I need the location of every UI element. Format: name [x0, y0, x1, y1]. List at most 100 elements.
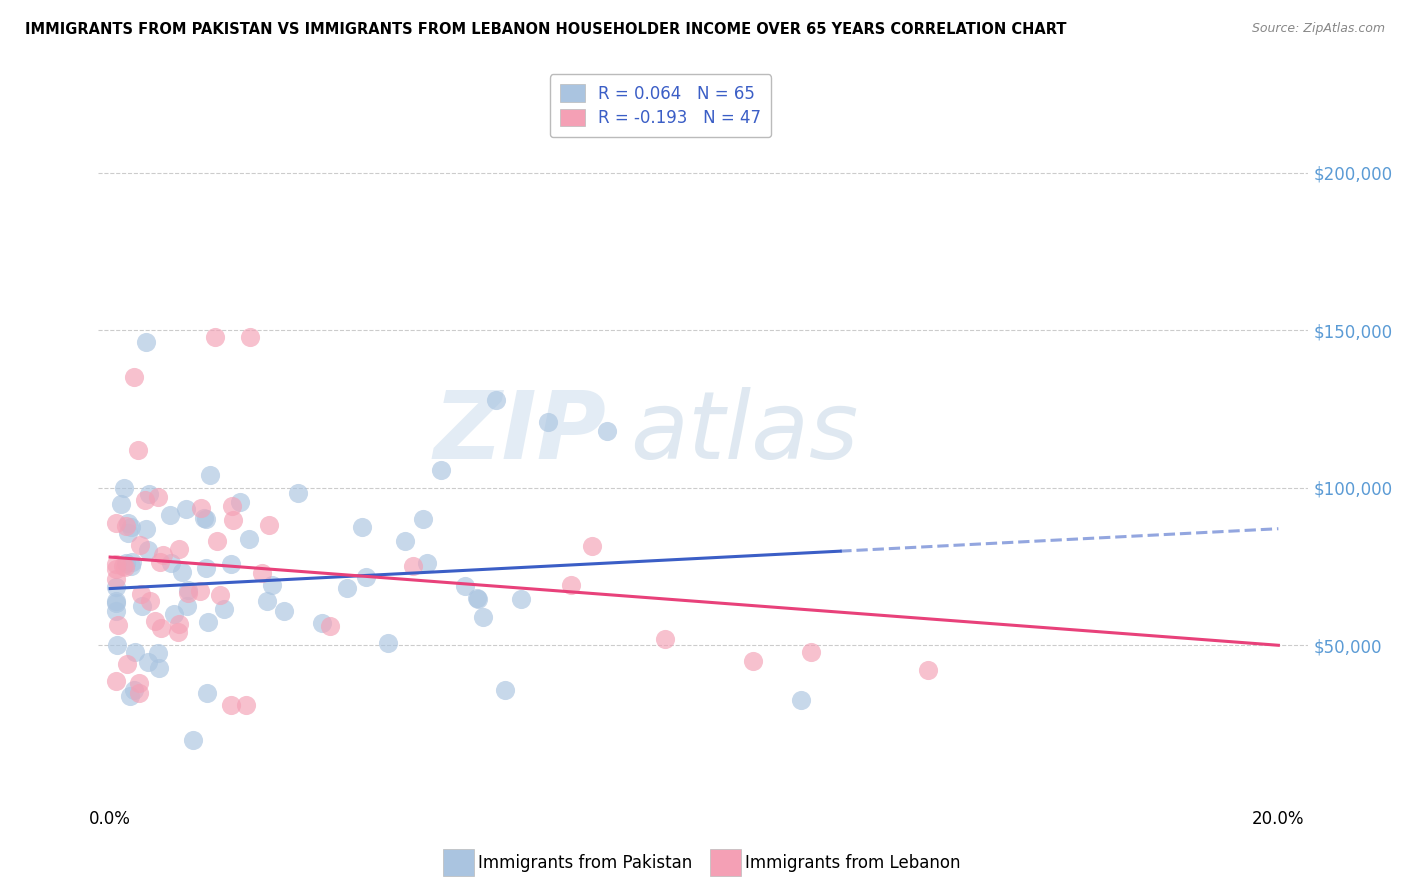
Point: [219, 698, 242, 712]
Point: [336, 582, 359, 596]
Point: [152, 549, 174, 563]
Point: [104, 604, 127, 618]
Point: [472, 610, 495, 624]
Point: [311, 615, 333, 630]
Point: [129, 587, 152, 601]
Point: [115, 657, 138, 671]
Point: [509, 591, 531, 606]
Text: IMMIGRANTS FROM PAKISTAN VS IMMIGRANTS FROM LEBANON HOUSEHOLDER INCOME OVER 65 Y: IMMIGRANTS FROM PAKISTAN VS IMMIGRANTS F…: [25, 22, 1067, 37]
Point: [221, 500, 243, 514]
Point: [148, 490, 170, 504]
Point: [136, 655, 159, 669]
Point: [188, 583, 211, 598]
Point: [257, 518, 280, 533]
Point: [239, 329, 262, 343]
Point: [167, 542, 190, 557]
Point: [120, 520, 142, 534]
Point: [110, 497, 132, 511]
Point: [228, 495, 250, 509]
Point: [415, 556, 437, 570]
Point: [146, 646, 169, 660]
Point: [177, 585, 200, 599]
Point: [128, 676, 150, 690]
Point: [150, 621, 173, 635]
Point: [128, 685, 150, 699]
Point: [917, 664, 939, 678]
Point: [167, 624, 190, 639]
Point: [194, 561, 217, 575]
Point: [800, 644, 823, 658]
Point: [118, 689, 141, 703]
Point: [177, 582, 200, 597]
Text: Immigrants from Pakistan: Immigrants from Pakistan: [478, 854, 692, 871]
Point: [148, 661, 170, 675]
Point: [112, 482, 135, 496]
Point: [250, 566, 273, 581]
Point: [176, 599, 198, 613]
Point: [595, 424, 617, 438]
Point: [135, 522, 157, 536]
Point: [204, 329, 226, 343]
Point: [104, 572, 127, 586]
Point: [115, 556, 138, 570]
Point: [127, 443, 149, 458]
Point: [195, 512, 218, 526]
Point: [117, 516, 139, 530]
Point: [654, 632, 676, 646]
Legend: R = 0.064   N = 65, R = -0.193   N = 47: R = 0.064 N = 65, R = -0.193 N = 47: [550, 74, 772, 137]
Point: [143, 614, 166, 628]
Point: [104, 673, 127, 688]
Point: [222, 513, 245, 527]
Point: [560, 578, 582, 592]
Point: [235, 698, 257, 712]
Point: [430, 463, 453, 477]
Point: [354, 570, 377, 584]
Point: [139, 593, 162, 607]
Point: [741, 654, 763, 668]
Point: [134, 493, 156, 508]
Point: [114, 559, 136, 574]
Point: [197, 615, 219, 630]
Point: [160, 556, 183, 570]
Point: [117, 525, 139, 540]
Point: [537, 415, 560, 429]
Point: [256, 594, 278, 608]
Point: [402, 559, 425, 574]
Text: atlas: atlas: [630, 387, 859, 478]
Point: [790, 692, 813, 706]
Text: Immigrants from Lebanon: Immigrants from Lebanon: [745, 854, 960, 871]
Point: [238, 533, 260, 547]
Point: [174, 502, 197, 516]
Point: [260, 577, 283, 591]
Text: ZIP: ZIP: [433, 386, 606, 479]
Point: [105, 562, 128, 576]
Point: [159, 508, 181, 522]
Point: [287, 486, 309, 500]
Point: [135, 335, 157, 350]
Point: [149, 555, 172, 569]
Point: [494, 682, 516, 697]
Point: [453, 579, 475, 593]
Point: [485, 392, 508, 407]
Point: [193, 511, 215, 525]
Point: [163, 607, 186, 622]
Point: [104, 580, 127, 594]
Point: [214, 602, 236, 616]
Point: [581, 539, 603, 553]
Point: [124, 645, 146, 659]
Point: [170, 565, 193, 579]
Text: Source: ZipAtlas.com: Source: ZipAtlas.com: [1251, 22, 1385, 36]
Point: [207, 534, 229, 549]
Point: [412, 511, 434, 525]
Point: [190, 501, 212, 516]
Point: [104, 594, 127, 608]
Point: [221, 557, 243, 571]
Point: [131, 599, 153, 613]
Point: [195, 686, 218, 700]
Point: [181, 732, 204, 747]
Point: [394, 533, 416, 548]
Point: [121, 556, 143, 570]
Point: [467, 591, 489, 606]
Point: [198, 468, 221, 483]
Point: [129, 538, 152, 552]
